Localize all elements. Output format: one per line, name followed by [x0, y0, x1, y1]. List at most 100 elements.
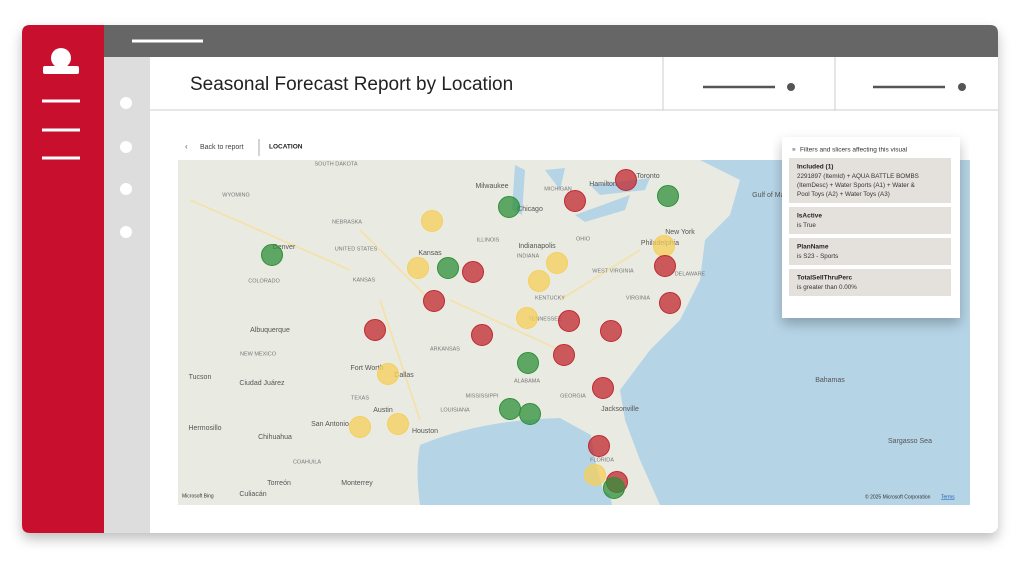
header-control[interactable]: [873, 83, 966, 91]
map-label: WEST VIRGINIA: [592, 268, 634, 274]
location-marker[interactable]: [564, 190, 586, 212]
map-label: Austin: [373, 407, 393, 414]
logo: [43, 48, 79, 74]
map-label: UNITED STATES: [335, 246, 378, 252]
map-label: Tucson: [189, 374, 212, 381]
map-label: Kansas: [418, 250, 442, 257]
map-label: Chicago: [517, 206, 543, 213]
filter-title: PlanName: [797, 244, 829, 251]
map-label: Sargasso Sea: [888, 438, 932, 445]
map-label: Dallas: [394, 372, 414, 379]
top-bar: [104, 25, 998, 57]
nav-strip: [104, 57, 150, 533]
location-marker[interactable]: [592, 377, 614, 399]
page-label: LOCATION: [269, 144, 303, 151]
filter-title: IsActive: [797, 213, 822, 220]
location-marker[interactable]: [615, 169, 637, 191]
map-label: Fort Worth: [351, 365, 384, 372]
map-label: Ciudad Juárez: [239, 380, 285, 387]
location-marker[interactable]: [499, 398, 521, 420]
location-marker[interactable]: [603, 477, 625, 499]
map-label: Albuquerque: [250, 327, 290, 334]
map-label: Chihuahua: [258, 434, 292, 441]
map-label: Gulf of Maine: [752, 192, 794, 199]
map-label: GEORGIA: [560, 393, 586, 399]
map-label: NEBRASKA: [332, 219, 362, 225]
location-marker[interactable]: [387, 413, 409, 435]
map-label: ALABAMA: [514, 378, 540, 384]
filter-card[interactable]: [789, 269, 951, 296]
location-marker[interactable]: [407, 257, 429, 279]
location-marker[interactable]: [600, 320, 622, 342]
map-label: COAHUILA: [293, 459, 321, 465]
filter-icon: ≡: [792, 148, 796, 154]
location-marker[interactable]: [654, 255, 676, 277]
location-marker[interactable]: [546, 252, 568, 274]
filter-title: Included (1): [797, 164, 833, 171]
report-title: Seasonal Forecast Report by Location: [190, 74, 513, 95]
map-label: LOUISIANA: [440, 407, 470, 413]
location-marker[interactable]: [421, 210, 443, 232]
location-marker[interactable]: [517, 352, 539, 374]
map-label: OHIO: [576, 236, 591, 242]
location-marker[interactable]: [657, 185, 679, 207]
back-link[interactable]: Back to report: [200, 144, 244, 151]
location-marker[interactable]: [519, 403, 541, 425]
location-marker[interactable]: [528, 270, 550, 292]
location-marker[interactable]: [261, 244, 283, 266]
location-marker[interactable]: [377, 363, 399, 385]
location-marker[interactable]: [553, 344, 575, 366]
gulf: [417, 418, 612, 505]
map-label: KANSAS: [353, 277, 376, 283]
location-marker[interactable]: [653, 235, 675, 257]
terms-link[interactable]: Terms: [941, 494, 955, 500]
map-label: VIRGINIA: [626, 295, 650, 301]
nav-dots[interactable]: [120, 97, 132, 238]
map-label: New York: [665, 229, 695, 236]
map-label: Hermosillo: [188, 425, 221, 432]
filter-value: 2291897 (ItemId) + AQUA BATTLE BOMBS (Ite…: [797, 173, 919, 198]
map-label: Torreón: [267, 480, 291, 487]
location-marker[interactable]: [588, 435, 610, 457]
map-label: Toronto: [636, 173, 659, 180]
location-marker[interactable]: [498, 196, 520, 218]
map-label: Culiacán: [239, 491, 266, 498]
location-marker[interactable]: [349, 416, 371, 438]
location-marker[interactable]: [584, 464, 606, 486]
location-marker[interactable]: [471, 324, 493, 346]
filter-title: TotalSellThruPerc: [797, 275, 853, 282]
location-marker[interactable]: [659, 292, 681, 314]
map-label: INDIANA: [517, 253, 540, 259]
map-label: MISSISSIPPI: [466, 393, 499, 399]
location-marker[interactable]: [516, 307, 538, 329]
filter-value: is S23 - Sports: [797, 253, 838, 260]
map-label: Denver: [273, 244, 296, 251]
location-marker[interactable]: [437, 257, 459, 279]
map-label: Hamilton: [589, 181, 617, 188]
map-label: Milwaukee: [475, 183, 508, 190]
map-label: COLORADO: [248, 278, 280, 284]
location-marker[interactable]: [558, 310, 580, 332]
filter-card[interactable]: [789, 207, 951, 234]
location-marker[interactable]: [462, 261, 484, 283]
attribution: Microsoft Bing: [182, 493, 214, 499]
map-label: SOUTH DAKOTA: [315, 161, 358, 167]
map-label: Monterrey: [341, 480, 373, 487]
map-label: TEXAS: [351, 395, 369, 401]
copyright: © 2025 Microsoft Corporation: [865, 493, 931, 500]
map-label: Bahamas: [815, 377, 845, 384]
location-marker[interactable]: [364, 319, 386, 341]
menu[interactable]: [42, 99, 80, 160]
back-icon[interactable]: ‹: [185, 142, 188, 151]
filter-card[interactable]: [789, 158, 951, 203]
location-marker[interactable]: [423, 290, 445, 312]
header-control[interactable]: [703, 83, 795, 91]
map-label: WYOMING: [222, 192, 250, 198]
map-label: DELAWARE: [675, 271, 706, 277]
map-label: NEW MEXICO: [240, 351, 277, 357]
map-label: MICHIGAN: [544, 186, 572, 192]
filter-card[interactable]: [789, 238, 951, 265]
roads: [189, 199, 641, 421]
filters-panel: ≡ Filters and slicers affecting this vis…: [782, 137, 960, 318]
